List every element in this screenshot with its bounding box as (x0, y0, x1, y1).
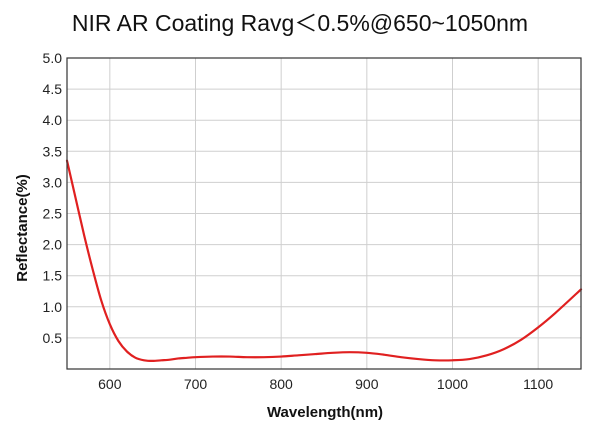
x-tick-label: 600 (98, 376, 122, 392)
y-tick-label: 2.0 (43, 237, 63, 253)
y-tick-label: 1.0 (43, 299, 63, 315)
x-axis-label: Wavelength(nm) (267, 404, 383, 421)
y-tick-label: 3.0 (43, 174, 63, 190)
y-axis-label: Reflectance(%) (14, 174, 31, 282)
chart-title: NIR AR Coating Ravg＜0.5%@650~1050nm (72, 10, 528, 36)
y-tick-labels: 0.5 1.0 1.5 2.0 2.5 3.0 3.5 4.0 4.5 5.0 (43, 50, 63, 346)
y-tick-label: 2.5 (43, 206, 63, 222)
y-tick-label: 5.0 (43, 50, 63, 66)
x-tick-label: 1100 (523, 376, 553, 392)
y-tick-label: 4.0 (43, 112, 63, 128)
y-tick-label: 3.5 (43, 143, 63, 159)
y-tick-label: 4.5 (43, 81, 63, 97)
x-tick-label: 900 (355, 376, 379, 392)
series-layer (65, 159, 583, 363)
x-tick-labels: 600 700 800 900 1000 1100 (98, 376, 553, 392)
grid-lines (67, 57, 581, 369)
plot-frame (66, 57, 582, 370)
x-tick-label: 800 (269, 376, 293, 392)
y-tick-label: 1.5 (43, 268, 63, 284)
x-tick-label: 700 (184, 376, 208, 392)
reflectance-series-line (65, 159, 583, 363)
x-tick-label: 1000 (437, 376, 468, 392)
y-tick-label: 0.5 (43, 330, 63, 346)
